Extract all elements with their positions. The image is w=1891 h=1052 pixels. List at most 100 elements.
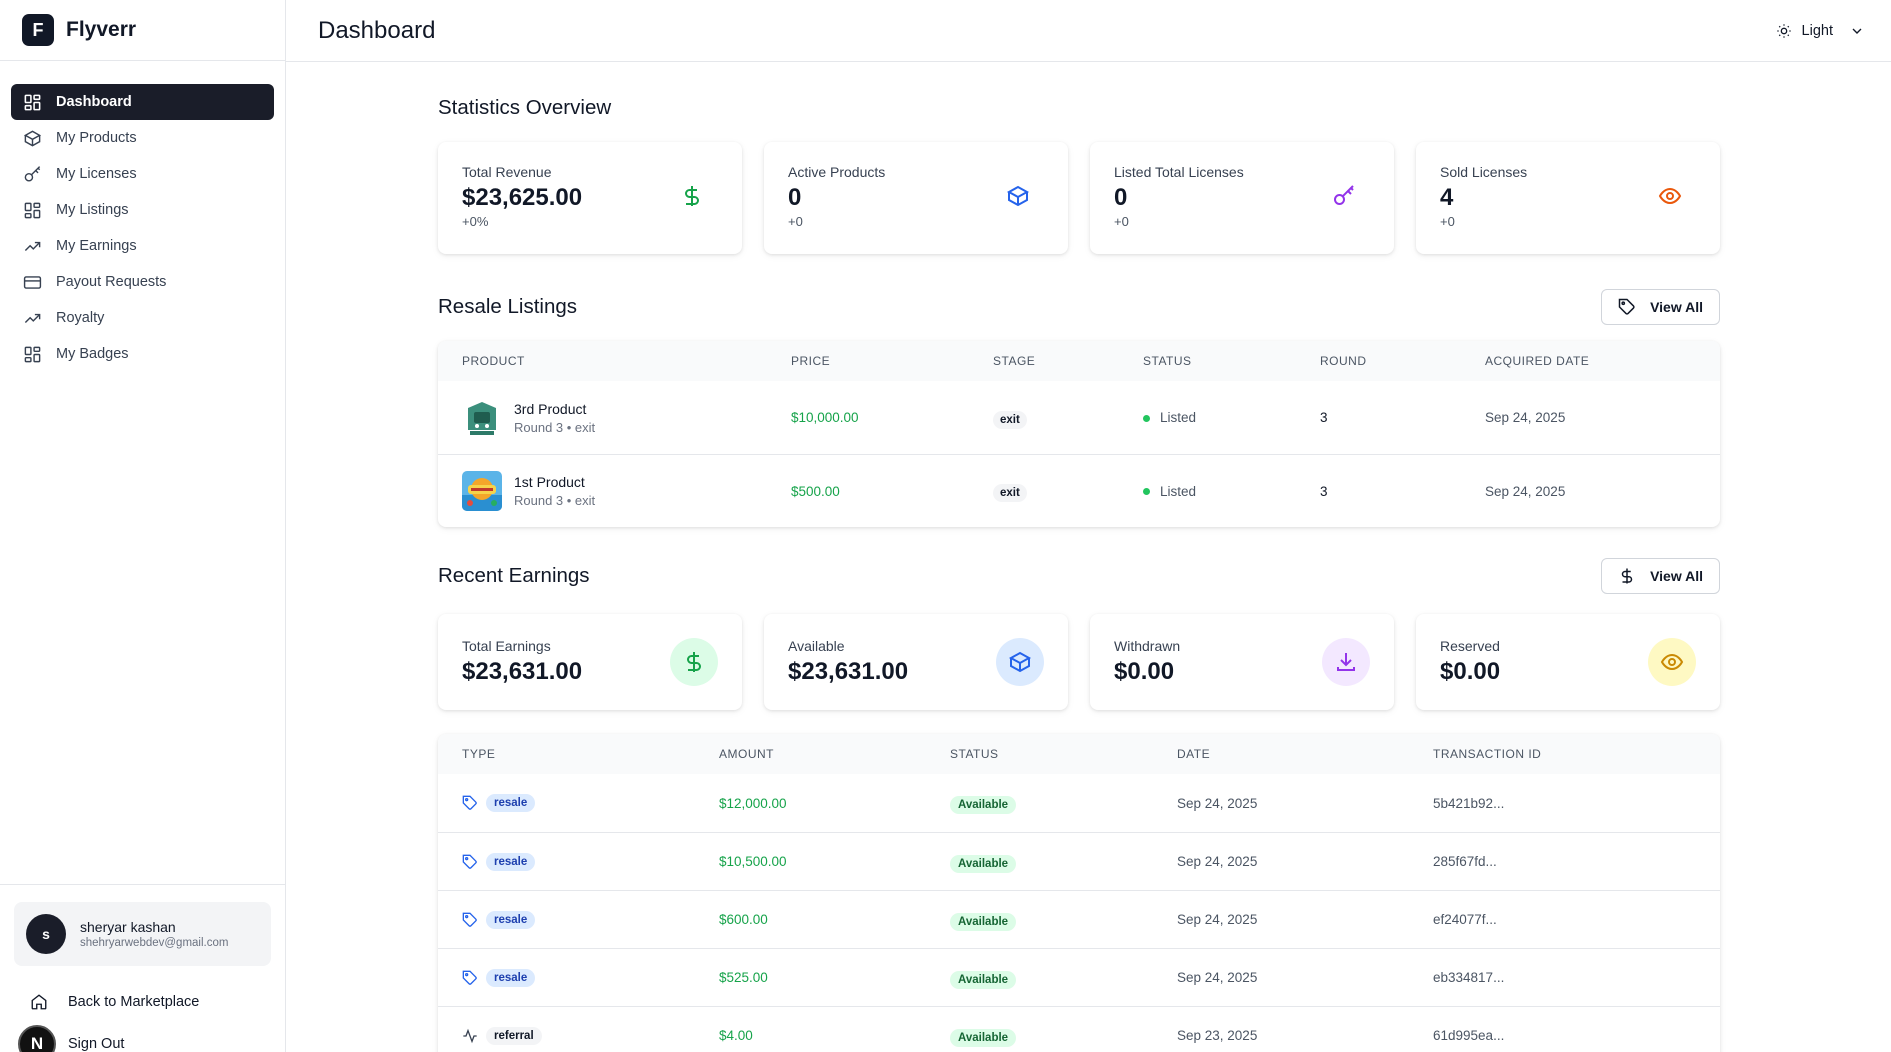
sidebar-item-label: Dashboard [56,94,132,110]
sidebar-item-my-listings[interactable]: My Listings [11,192,274,228]
grid-icon [24,202,41,218]
stage-cell: exit [969,410,1119,429]
type-badge: resale [486,794,536,812]
table-row[interactable]: 3rd Product Round 3 • exit $10,000.00 ex… [438,381,1720,454]
stat-value: 0 [1114,184,1128,211]
brand[interactable]: F Flyverr [0,0,285,61]
theme-toggle[interactable]: Light [1776,23,1865,39]
type-badge: referral [486,1026,542,1045]
download-icon [1337,653,1355,671]
status-badge: Available [950,970,1017,989]
status-text: Listed [1160,410,1197,425]
stat-label: Active Products [788,164,886,180]
date-cell: Sep 24, 2025 [1485,483,1566,499]
n-badge-icon: N [18,1025,56,1052]
transaction-id-cell: 285f67fd... [1433,854,1497,869]
view-all-label: View All [1650,568,1703,584]
sidebar-item-royalty[interactable]: Royalty [11,300,274,336]
stat-value: $0.00 [1440,658,1501,685]
view-all-earnings-button[interactable]: View All [1601,558,1720,594]
box-icon [1006,185,1030,207]
recent-earnings-title: Recent Earnings [438,564,590,587]
earn-card-reserved: Reserved $0.00 [1416,614,1720,710]
status-badge: Available [950,854,1017,873]
grid-icon [24,346,41,362]
type-cell: referral [438,1026,695,1045]
table-row[interactable]: referral $4.00 Available Sep 23, 2025 61… [438,1006,1720,1052]
stage-cell: exit [969,483,1119,502]
tag-icon [462,970,477,985]
column-header: Stage [993,354,1036,368]
stat-sub: +0% [462,214,489,229]
stat-value: $23,625.00 [462,184,583,211]
amount-cell: $600.00 [719,912,768,927]
back-to-marketplace-link[interactable]: Back to Marketplace [14,982,271,1022]
table-row[interactable]: 1st Product Round 3 • exit $500.00 exit … [438,454,1720,527]
stat-sub: +0 [1114,214,1129,229]
type-badge: resale [486,910,536,929]
stat-card-total-revenue: Total Revenue $23,625.00 +0% [438,142,742,254]
stat-label: Available [788,638,845,654]
table-header: Product Price Stage Status Round Acquire… [438,341,1720,381]
status-text: Listed [1160,483,1197,499]
stat-card-active-products: Active Products 0 +0 [764,142,1068,254]
dollar-icon [687,652,701,672]
sidebar-item-payout-requests[interactable]: Payout Requests [11,264,274,300]
sidebar-item-my-licenses[interactable]: My Licenses [11,156,274,192]
date-cell: Sep 23, 2025 [1177,1028,1258,1043]
stat-sub: +0 [1440,214,1455,229]
sidebar-item-my-earnings[interactable]: My Earnings [11,228,274,264]
product-name[interactable]: 1st Product [514,474,585,490]
sidebar-item-label: My Licenses [56,166,137,182]
status-cell: Available [926,795,1153,814]
type-cell: resale [438,910,695,929]
resale-listings-header: Resale Listings View All [438,289,1720,325]
date-cell: Sep 24, 2025 [1177,970,1258,985]
sign-out-button[interactable]: N Sign Out [14,1024,271,1052]
eye-icon [1660,653,1684,671]
table-row[interactable]: resale $525.00 Available Sep 24, 2025 eb… [438,948,1720,1006]
type-cell: resale [438,852,695,871]
status-dot-icon [1143,488,1150,496]
product-name[interactable]: 3rd Product [514,400,587,417]
user-card[interactable]: s sheryar kashan shehryarwebdev@gmail.co… [14,902,271,966]
user-email: shehryarwebdev@gmail.com [80,937,229,949]
box-icon [1008,651,1032,673]
status-badge: Available [950,796,1017,814]
box-icon [23,130,42,146]
sidebar-item-my-products[interactable]: My Products [11,120,274,156]
status-cell: Available [926,1028,1153,1047]
column-header: Amount [719,747,774,761]
table-header: Type Amount Status Date Transaction ID [438,734,1720,774]
icon-circle [996,638,1044,686]
column-header: Product [462,354,525,368]
status-cell: Available [926,854,1153,873]
table-row[interactable]: resale $12,000.00 Available Sep 24, 2025… [438,774,1720,832]
sidebar-item-my-badges[interactable]: My Badges [11,336,274,372]
stat-value: $23,631.00 [788,658,909,685]
transaction-id-cell: 5b421b92... [1433,795,1505,811]
topbar: Dashboard Light [286,0,1891,62]
user-name: sheryar kashan [80,919,176,935]
table-row[interactable]: resale $10,500.00 Available Sep 24, 2025… [438,832,1720,890]
sidebar-item-label: My Listings [56,202,129,218]
avatar: s [26,914,66,954]
column-header: Transaction ID [1433,747,1542,761]
stage-badge: exit [993,410,1027,429]
view-all-listings-button[interactable]: View All [1601,289,1720,325]
status-cell: Listed [1119,410,1296,425]
type-badge: resale [486,852,536,871]
date-cell: Sep 24, 2025 [1177,912,1258,927]
product-sub: Round 3 • exit [514,419,596,435]
column-header: Status [1143,354,1192,368]
page-title: Dashboard [318,16,436,44]
earnings-table: Type Amount Status Date Transaction ID r… [438,734,1720,1052]
round-cell: 3 [1320,483,1328,499]
home-icon [31,994,47,1010]
table-row[interactable]: resale $600.00 Available Sep 24, 2025 ef… [438,890,1720,948]
product-thumbnail [462,471,502,511]
price-cell: $500.00 [791,483,840,499]
dollar-icon [685,186,699,206]
product-thumbnail [462,397,502,438]
sidebar-item-dashboard[interactable]: Dashboard [11,84,274,120]
